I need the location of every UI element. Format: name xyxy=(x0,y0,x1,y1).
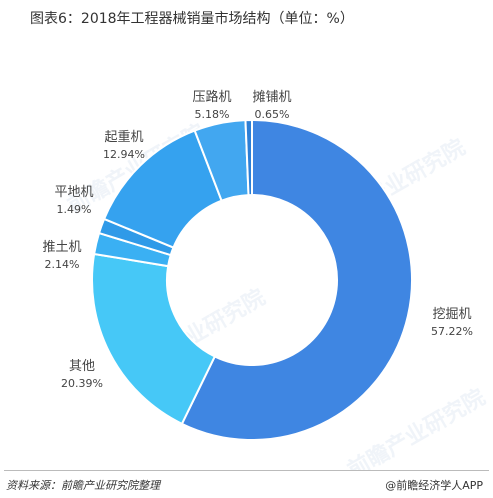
slice-label-value-0: 57.22% xyxy=(431,325,473,338)
slice-label-value-3: 1.49% xyxy=(57,203,92,216)
slice-label-name-4: 起重机 xyxy=(104,129,143,145)
slice-label-name-5: 压路机 xyxy=(192,89,231,105)
slice-6 xyxy=(244,118,253,197)
slice-label-name-2: 推土机 xyxy=(42,240,81,255)
donut-chart: 前瞻产业研究院前瞻产业研究院前瞻产业研究院前瞻产业研究院 挖掘机57.22%其他… xyxy=(42,89,489,470)
slice-label-name-6: 摊铺机 xyxy=(252,90,291,105)
slice-label-value-5: 5.18% xyxy=(195,108,230,121)
slice-0 xyxy=(180,118,413,441)
slice-label-name-0: 挖掘机 xyxy=(432,307,471,322)
footer-source: 资料来源：前瞻产业研究院整理 xyxy=(6,479,160,492)
chart-title: 图表6：2018年工程器械销量市场结构（单位：%） xyxy=(30,11,354,27)
footer-divider xyxy=(4,470,489,471)
slice-label-value-6: 0.65% xyxy=(255,108,290,121)
donut-slices xyxy=(91,118,413,441)
slice-1 xyxy=(91,252,217,426)
footer-credit: @前瞻经济学人APP xyxy=(385,479,483,492)
slice-labels: 挖掘机 57.22% 其他 20.39% 推土机 2.14% 平地机 1.49% 起重机 12.9… xyxy=(42,89,472,390)
slice-label-name-3: 平地机 xyxy=(54,185,93,200)
slice-label-value-2: 2.14% xyxy=(45,258,80,271)
slice-label-value-4: 12.94% xyxy=(103,148,145,161)
watermark-text-3: 前瞻产业研究院 xyxy=(343,384,489,470)
slice-label-value-1: 20.39% xyxy=(61,377,103,390)
slice-label-name-1: 其他 xyxy=(69,359,95,374)
